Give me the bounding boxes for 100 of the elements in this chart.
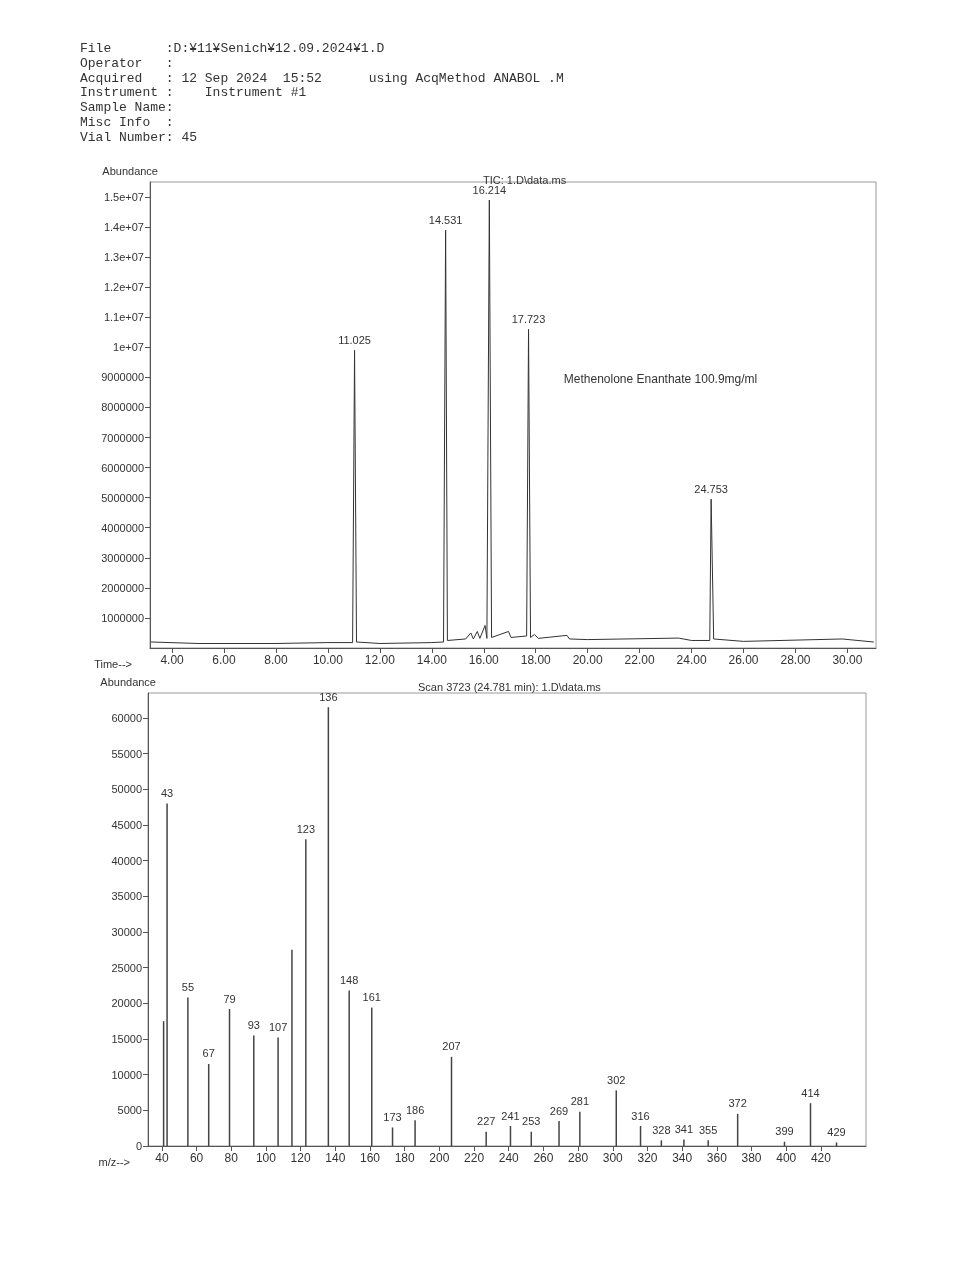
- annotation: 186: [405, 1103, 425, 1116]
- x-tick-label: 14.00: [416, 653, 448, 667]
- annotation: 148: [340, 973, 359, 986]
- y-tick-label: 60000: [111, 711, 142, 724]
- annotation: 55: [181, 981, 195, 994]
- annotation: 207: [442, 1040, 461, 1053]
- annotation: 17.723: [511, 312, 546, 325]
- x-tick-label: 4.00: [160, 653, 185, 667]
- x-tick-label: 240: [498, 1151, 520, 1165]
- y-tick-label: 1.1e+07: [103, 311, 144, 324]
- annotation: 355: [699, 1123, 718, 1136]
- annotation: 241: [501, 1109, 520, 1122]
- y-tick-label: 0: [135, 1140, 142, 1152]
- y-tick-label: 20000: [111, 997, 142, 1010]
- y-tick-label: 50000: [111, 783, 142, 796]
- x-tick-label: 24.00: [676, 653, 707, 667]
- annotation: 253: [522, 1115, 541, 1128]
- y-tick-label: 35000: [111, 890, 142, 903]
- x-tick-label: 60: [189, 1151, 204, 1165]
- y-tick-label: 2000000: [101, 581, 144, 594]
- x-tick-label: 12.00: [364, 653, 396, 667]
- x-tick-label: 20.00: [572, 653, 604, 667]
- annotation: 93: [247, 1018, 260, 1031]
- x-tick-label: 28.00: [780, 653, 811, 667]
- y-tick-label: 1000000: [101, 611, 144, 624]
- y-tick-label: 4000000: [101, 521, 144, 534]
- x-tick-label: 160: [359, 1151, 381, 1165]
- annotation: Methenolone Enanthate 100.9mg/ml: [563, 372, 758, 387]
- x-tick-label: 26.00: [728, 653, 759, 667]
- x-tick-label: 300: [602, 1151, 624, 1165]
- y-tick-label: 1.3e+07: [103, 251, 144, 264]
- x-tick-label: 380: [741, 1151, 762, 1165]
- annotation: 24.753: [694, 482, 728, 495]
- y-tick-label: 15000: [111, 1032, 142, 1045]
- x-tick-label: 280: [568, 1151, 589, 1165]
- x-tick-label: 16.00: [468, 653, 500, 667]
- y-tick-label: 6000000: [101, 461, 144, 474]
- x-tick-label: 260: [533, 1151, 554, 1165]
- y-tick-label: 25000: [111, 961, 142, 974]
- annotation: 161: [362, 991, 381, 1004]
- annotation: 107: [268, 1021, 288, 1034]
- annotation: 341: [674, 1123, 694, 1136]
- annotation: 414: [801, 1086, 820, 1099]
- chart-title: TIC: 1.D\data.ms: [483, 173, 567, 186]
- x-tick-label: 80: [224, 1151, 239, 1165]
- annotation: 227: [477, 1115, 496, 1128]
- y-tick-label: 7000000: [101, 431, 144, 444]
- annotation: 429: [827, 1125, 846, 1138]
- x-axis-title: Time-->: [94, 657, 132, 670]
- y-tick-label: 8000000: [101, 401, 144, 414]
- y-tick-label: 5000: [117, 1104, 142, 1117]
- y-axis-title: Abundance: [102, 164, 158, 177]
- annotation: 79: [223, 992, 236, 1005]
- y-tick-label: 55000: [111, 747, 142, 760]
- x-tick-label: 420: [810, 1151, 832, 1165]
- annotation: 173: [383, 1110, 402, 1123]
- y-tick-label: 1.2e+07: [103, 281, 144, 294]
- y-tick-label: 1.5e+07: [103, 191, 144, 204]
- x-tick-label: 6.00: [212, 653, 237, 667]
- chart-title: Scan 3723 (24.781 min): 1.D\data.ms: [418, 680, 602, 693]
- y-tick-label: 1.4e+07: [103, 221, 144, 234]
- x-tick-label: 400: [776, 1151, 797, 1165]
- chart-subtitle: File :D:¥11¥Senich¥12.09.2024¥1.D Operator : Acquired : 12 Sep 2024 15:52 using AcqMethod ANABOL .M Instrument : Instrument #1 Sample Name: Misc Info : Vial Number: 45: [80, 41, 564, 145]
- annotation: 302: [607, 1073, 626, 1086]
- y-axis-title: Abundance: [100, 675, 156, 688]
- annotation: 399: [775, 1125, 794, 1138]
- x-tick-label: 30.00: [832, 653, 863, 667]
- x-tick-label: 180: [394, 1151, 416, 1165]
- annotation: 269: [549, 1104, 569, 1117]
- y-tick-label: 30000: [111, 925, 142, 938]
- x-tick-label: 8.00: [264, 653, 288, 667]
- annotation: 123: [296, 822, 315, 835]
- x-tick-label: 140: [325, 1151, 346, 1165]
- y-tick-label: 10000: [111, 1068, 142, 1081]
- annotation: 11.025: [338, 333, 371, 346]
- x-tick-label: 200: [429, 1151, 450, 1165]
- y-tick-label: 9000000: [101, 371, 144, 384]
- line-series: [150, 199, 874, 644]
- y-tick-label: 45000: [111, 818, 142, 831]
- x-tick-label: 220: [464, 1151, 485, 1165]
- annotation: 16.214: [472, 183, 507, 196]
- x-tick-label: 10.00: [312, 653, 344, 667]
- annotation: 43: [160, 787, 174, 800]
- x-tick-label: 18.00: [520, 653, 552, 667]
- annotation: 328: [652, 1123, 671, 1136]
- x-tick-label: 120: [290, 1151, 311, 1165]
- x-tick-label: 360: [706, 1151, 728, 1165]
- x-tick-label: 340: [672, 1151, 693, 1165]
- annotation: 316: [631, 1109, 650, 1122]
- y-tick-label: 5000000: [101, 491, 144, 504]
- annotation: 372: [728, 1097, 747, 1110]
- annotation: 67: [202, 1047, 215, 1060]
- x-tick-label: 40: [155, 1151, 169, 1165]
- y-tick-label: 3000000: [101, 551, 144, 564]
- x-tick-label: 320: [637, 1151, 658, 1165]
- y-tick-label: 1e+07: [113, 341, 144, 354]
- annotation: 281: [570, 1095, 590, 1108]
- y-tick-label: 40000: [111, 854, 142, 867]
- x-axis-title: m/z-->: [98, 1155, 130, 1168]
- x-tick-label: 100: [255, 1151, 277, 1165]
